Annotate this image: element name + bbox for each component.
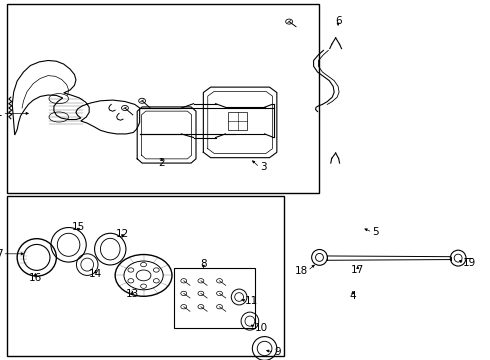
Text: 17: 17 (351, 265, 365, 275)
Bar (7, 4, 318, 193)
Text: 11: 11 (245, 296, 258, 306)
Text: 18: 18 (294, 266, 308, 276)
Text: 1: 1 (0, 108, 2, 118)
Bar (174, 268, 255, 328)
Text: 4: 4 (349, 291, 356, 301)
Text: 16: 16 (28, 273, 42, 283)
Text: 9: 9 (274, 347, 281, 357)
Text: 3: 3 (260, 162, 267, 172)
Text: 12: 12 (116, 229, 129, 239)
Text: 5: 5 (372, 227, 379, 237)
Text: 14: 14 (89, 269, 102, 279)
Text: 15: 15 (72, 222, 85, 232)
Text: 2: 2 (158, 158, 165, 168)
Text: 13: 13 (125, 289, 139, 300)
Text: 7: 7 (0, 249, 2, 259)
Bar (228, 112, 247, 130)
Text: 8: 8 (200, 258, 207, 269)
Text: 10: 10 (255, 323, 268, 333)
Bar (7, 196, 284, 356)
Text: 19: 19 (463, 258, 476, 268)
Text: 6: 6 (335, 16, 342, 26)
